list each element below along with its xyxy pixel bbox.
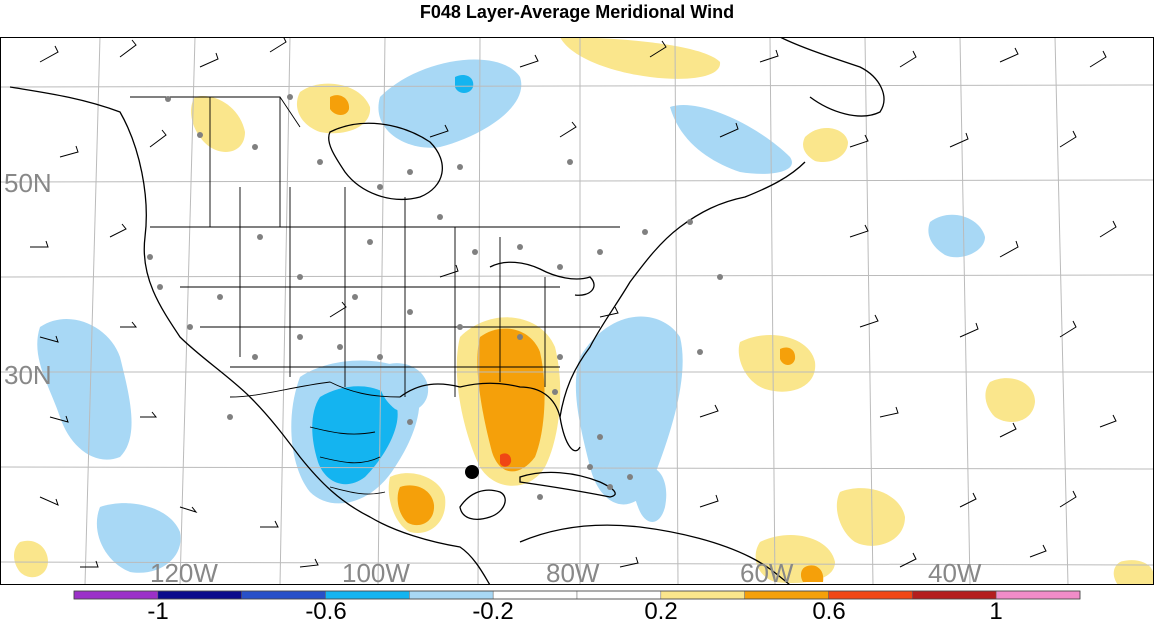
lon-label-80w: 80W bbox=[546, 558, 600, 585]
positive-region-pacific-nw bbox=[190, 96, 245, 152]
negative-region-pacific-south bbox=[96, 503, 181, 573]
wind-barbs bbox=[30, 37, 1117, 568]
lat-label-50n: 50N bbox=[4, 168, 52, 198]
positive-core-hudson bbox=[330, 95, 350, 115]
map-title: F048 Layer-Average Meridional Wind bbox=[419, 2, 735, 22]
negative-region-caribbean bbox=[633, 466, 667, 522]
colorbar-segment bbox=[157, 590, 242, 600]
lon-label-100w: 100W bbox=[342, 558, 410, 585]
lon-label-40w: 40W bbox=[928, 558, 982, 585]
colorbar-label-02: 0.2 bbox=[644, 598, 677, 622]
colorbar-label-06: 0.6 bbox=[812, 598, 845, 622]
lat-label-30n: 30N bbox=[4, 360, 52, 390]
positive-region-canada-east bbox=[803, 127, 848, 163]
colorbar-label-neg1: -1 bbox=[147, 598, 168, 622]
lat-lon-grid bbox=[0, 37, 1154, 585]
negative-region-atlantic-east bbox=[928, 214, 985, 258]
colorbar-segment bbox=[995, 590, 1081, 600]
negative-core-canada bbox=[455, 75, 474, 93]
colorbar-label-neg02: -0.2 bbox=[472, 598, 513, 622]
negative-region-canada bbox=[378, 59, 522, 148]
positive-region-east-atlantic bbox=[836, 488, 905, 546]
colorbar-segments bbox=[73, 590, 1081, 600]
negative-region-pacific bbox=[37, 318, 132, 460]
north-america-coastline bbox=[9, 86, 491, 585]
location-marker bbox=[465, 465, 479, 479]
colorbar-label-neg06: -0.6 bbox=[305, 598, 346, 622]
positive-region-far-east-south bbox=[1113, 560, 1154, 585]
shaded-contours bbox=[14, 37, 1154, 585]
south-america-coast bbox=[519, 524, 791, 585]
negative-region-west-atlantic bbox=[575, 316, 683, 505]
colorbar-segment bbox=[73, 590, 159, 600]
positive-region-north-atlantic bbox=[560, 37, 721, 79]
cuba bbox=[519, 471, 616, 498]
positive-region-pacific-sw bbox=[14, 540, 48, 578]
colorbar-segment bbox=[912, 590, 997, 600]
colorbar: -1 -0.6 -0.2 0.2 0.6 1 bbox=[73, 590, 1081, 622]
negative-region-labrador bbox=[670, 105, 792, 174]
hudson-bay bbox=[328, 122, 443, 201]
positive-region-atlantic-mid bbox=[738, 334, 816, 392]
lon-label-60w: 60W bbox=[740, 558, 794, 585]
yucatan bbox=[459, 489, 506, 520]
political-boundaries bbox=[130, 96, 620, 495]
colorbar-frame bbox=[73, 590, 1081, 600]
greenland bbox=[779, 37, 885, 117]
coastlines bbox=[9, 37, 885, 585]
positive-max-gulf bbox=[500, 453, 512, 467]
station-dots bbox=[147, 94, 723, 500]
positive-core-atlantic-mid bbox=[780, 347, 796, 365]
map-panel: 50N 30N 120W 100W 80W 60W 40W bbox=[0, 37, 1154, 585]
positive-core-south-atlantic bbox=[800, 565, 824, 582]
gulf-coast bbox=[399, 382, 581, 452]
negative-region-gulf-west bbox=[378, 363, 429, 412]
atlantic-coast bbox=[559, 161, 806, 418]
colorbar-label-1: 1 bbox=[989, 598, 1002, 622]
lon-label-120w: 120W bbox=[150, 558, 218, 585]
positive-core-gulf bbox=[477, 328, 545, 472]
map-background bbox=[0, 37, 1154, 585]
great-lakes bbox=[489, 261, 595, 296]
positive-core-central-america bbox=[397, 485, 435, 526]
positive-region-far-east bbox=[985, 378, 1035, 422]
